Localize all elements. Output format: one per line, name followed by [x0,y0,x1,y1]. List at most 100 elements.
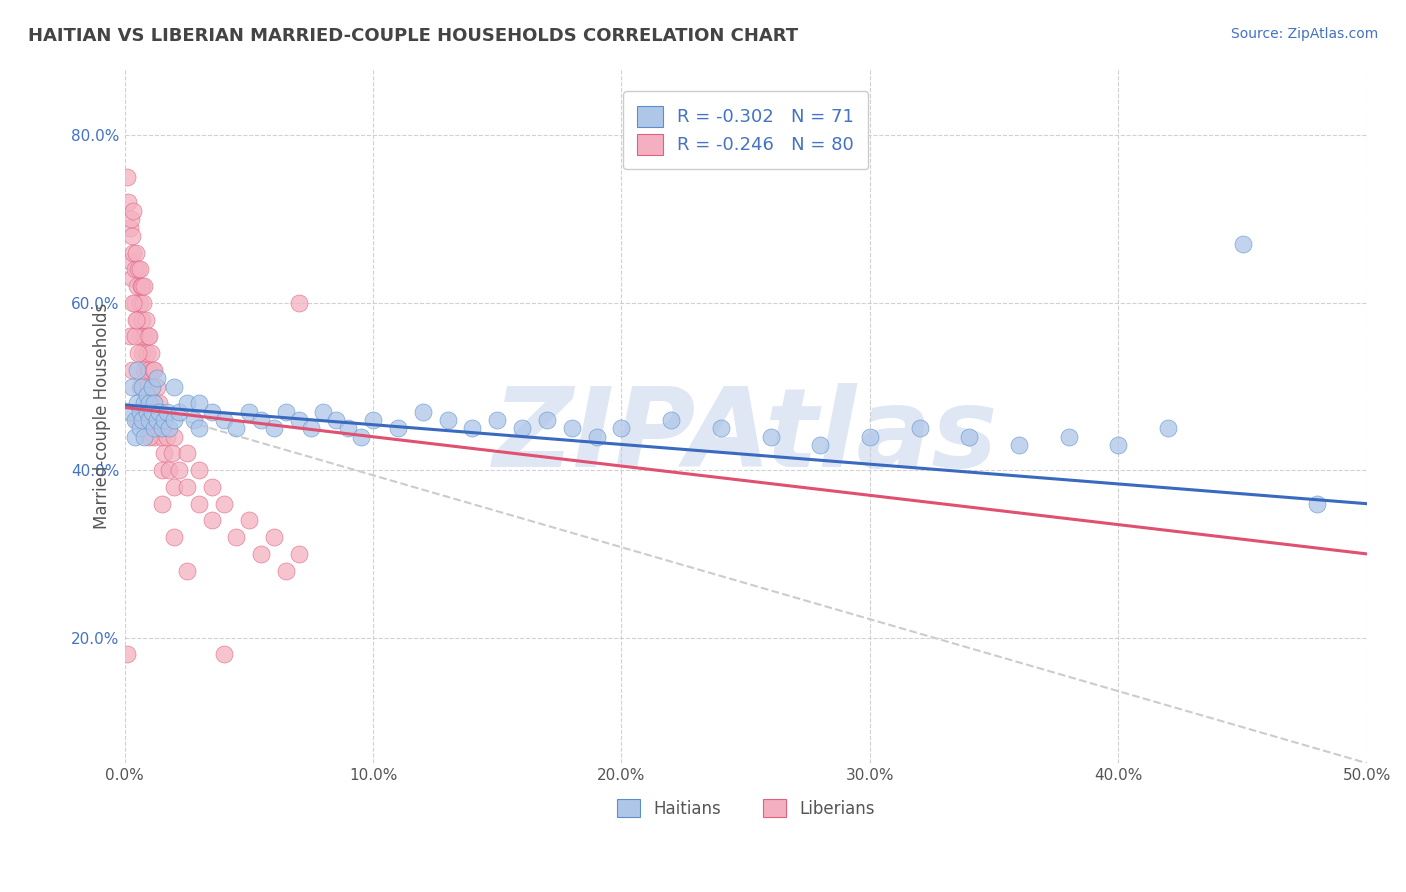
Point [138,396,160,410]
Point [163,379,186,393]
Point [157,463,180,477]
Y-axis label: Married-couple Households: Married-couple Households [93,302,111,529]
Point [124,413,146,427]
Text: HAITIAN VS LIBERIAN MARRIED-COUPLE HOUSEHOLDS CORRELATION CHART: HAITIAN VS LIBERIAN MARRIED-COUPLE HOUSE… [28,27,799,45]
Point [387,421,409,435]
Point [128,329,150,343]
Point [131,346,153,360]
Point [136,379,159,393]
Point [125,396,148,410]
Point [561,421,583,435]
Point [188,497,211,511]
Point [118,220,141,235]
Point [200,404,222,418]
Point [146,413,169,427]
Point [122,203,145,218]
Point [128,379,150,393]
Point [125,279,148,293]
Point [138,396,160,410]
Point [361,413,384,427]
Point [163,430,186,444]
Point [115,648,138,662]
Point [150,497,173,511]
Point [436,413,458,427]
Point [337,421,360,435]
Legend: Haitians, Liberians: Haitians, Liberians [610,793,882,824]
Point [212,648,235,662]
Point [146,379,169,393]
Point [134,363,156,377]
Point [176,564,198,578]
Point [163,413,186,427]
Point [128,404,150,418]
Point [957,430,980,444]
Point [134,279,156,293]
Point [486,413,509,427]
Point [412,404,434,418]
Point [117,195,139,210]
Point [131,312,153,326]
Point [146,371,169,385]
Point [136,404,159,418]
Point [143,396,166,410]
Point [167,463,190,477]
Point [188,396,211,410]
Point [121,228,143,243]
Point [167,404,190,418]
Point [125,413,148,427]
Point [176,446,198,460]
Point [124,430,146,444]
Point [263,421,285,435]
Point [150,421,173,435]
Point [1008,438,1031,452]
Point [287,296,309,310]
Point [120,212,142,227]
Point [131,279,153,293]
Point [859,430,882,444]
Point [349,430,371,444]
Point [157,421,180,435]
Point [136,388,159,402]
Point [148,404,170,418]
Point [150,430,173,444]
Point [127,262,149,277]
Point [188,463,211,477]
Point [1232,237,1254,252]
Point [1306,497,1329,511]
Point [461,421,484,435]
Point [125,312,148,326]
Point [212,413,235,427]
Point [510,421,533,435]
Text: Source: ZipAtlas.com: Source: ZipAtlas.com [1230,27,1378,41]
Point [125,245,148,260]
Point [263,530,285,544]
Point [141,379,163,393]
Point [122,296,145,310]
Point [759,430,782,444]
Point [143,363,166,377]
Point [153,413,176,427]
Point [141,413,163,427]
Point [138,413,160,427]
Point [156,404,179,418]
Point [143,421,166,435]
Point [808,438,831,452]
Point [287,413,309,427]
Point [118,254,141,268]
Point [131,413,153,427]
Point [200,480,222,494]
Point [122,245,145,260]
Point [124,262,146,277]
Point [136,329,159,343]
Point [156,430,179,444]
Point [121,363,143,377]
Point [610,421,633,435]
Point [128,262,150,277]
Point [136,346,159,360]
Point [121,379,143,393]
Point [274,404,297,418]
Point [142,363,165,377]
Point [143,430,166,444]
Point [131,379,153,393]
Point [115,170,138,185]
